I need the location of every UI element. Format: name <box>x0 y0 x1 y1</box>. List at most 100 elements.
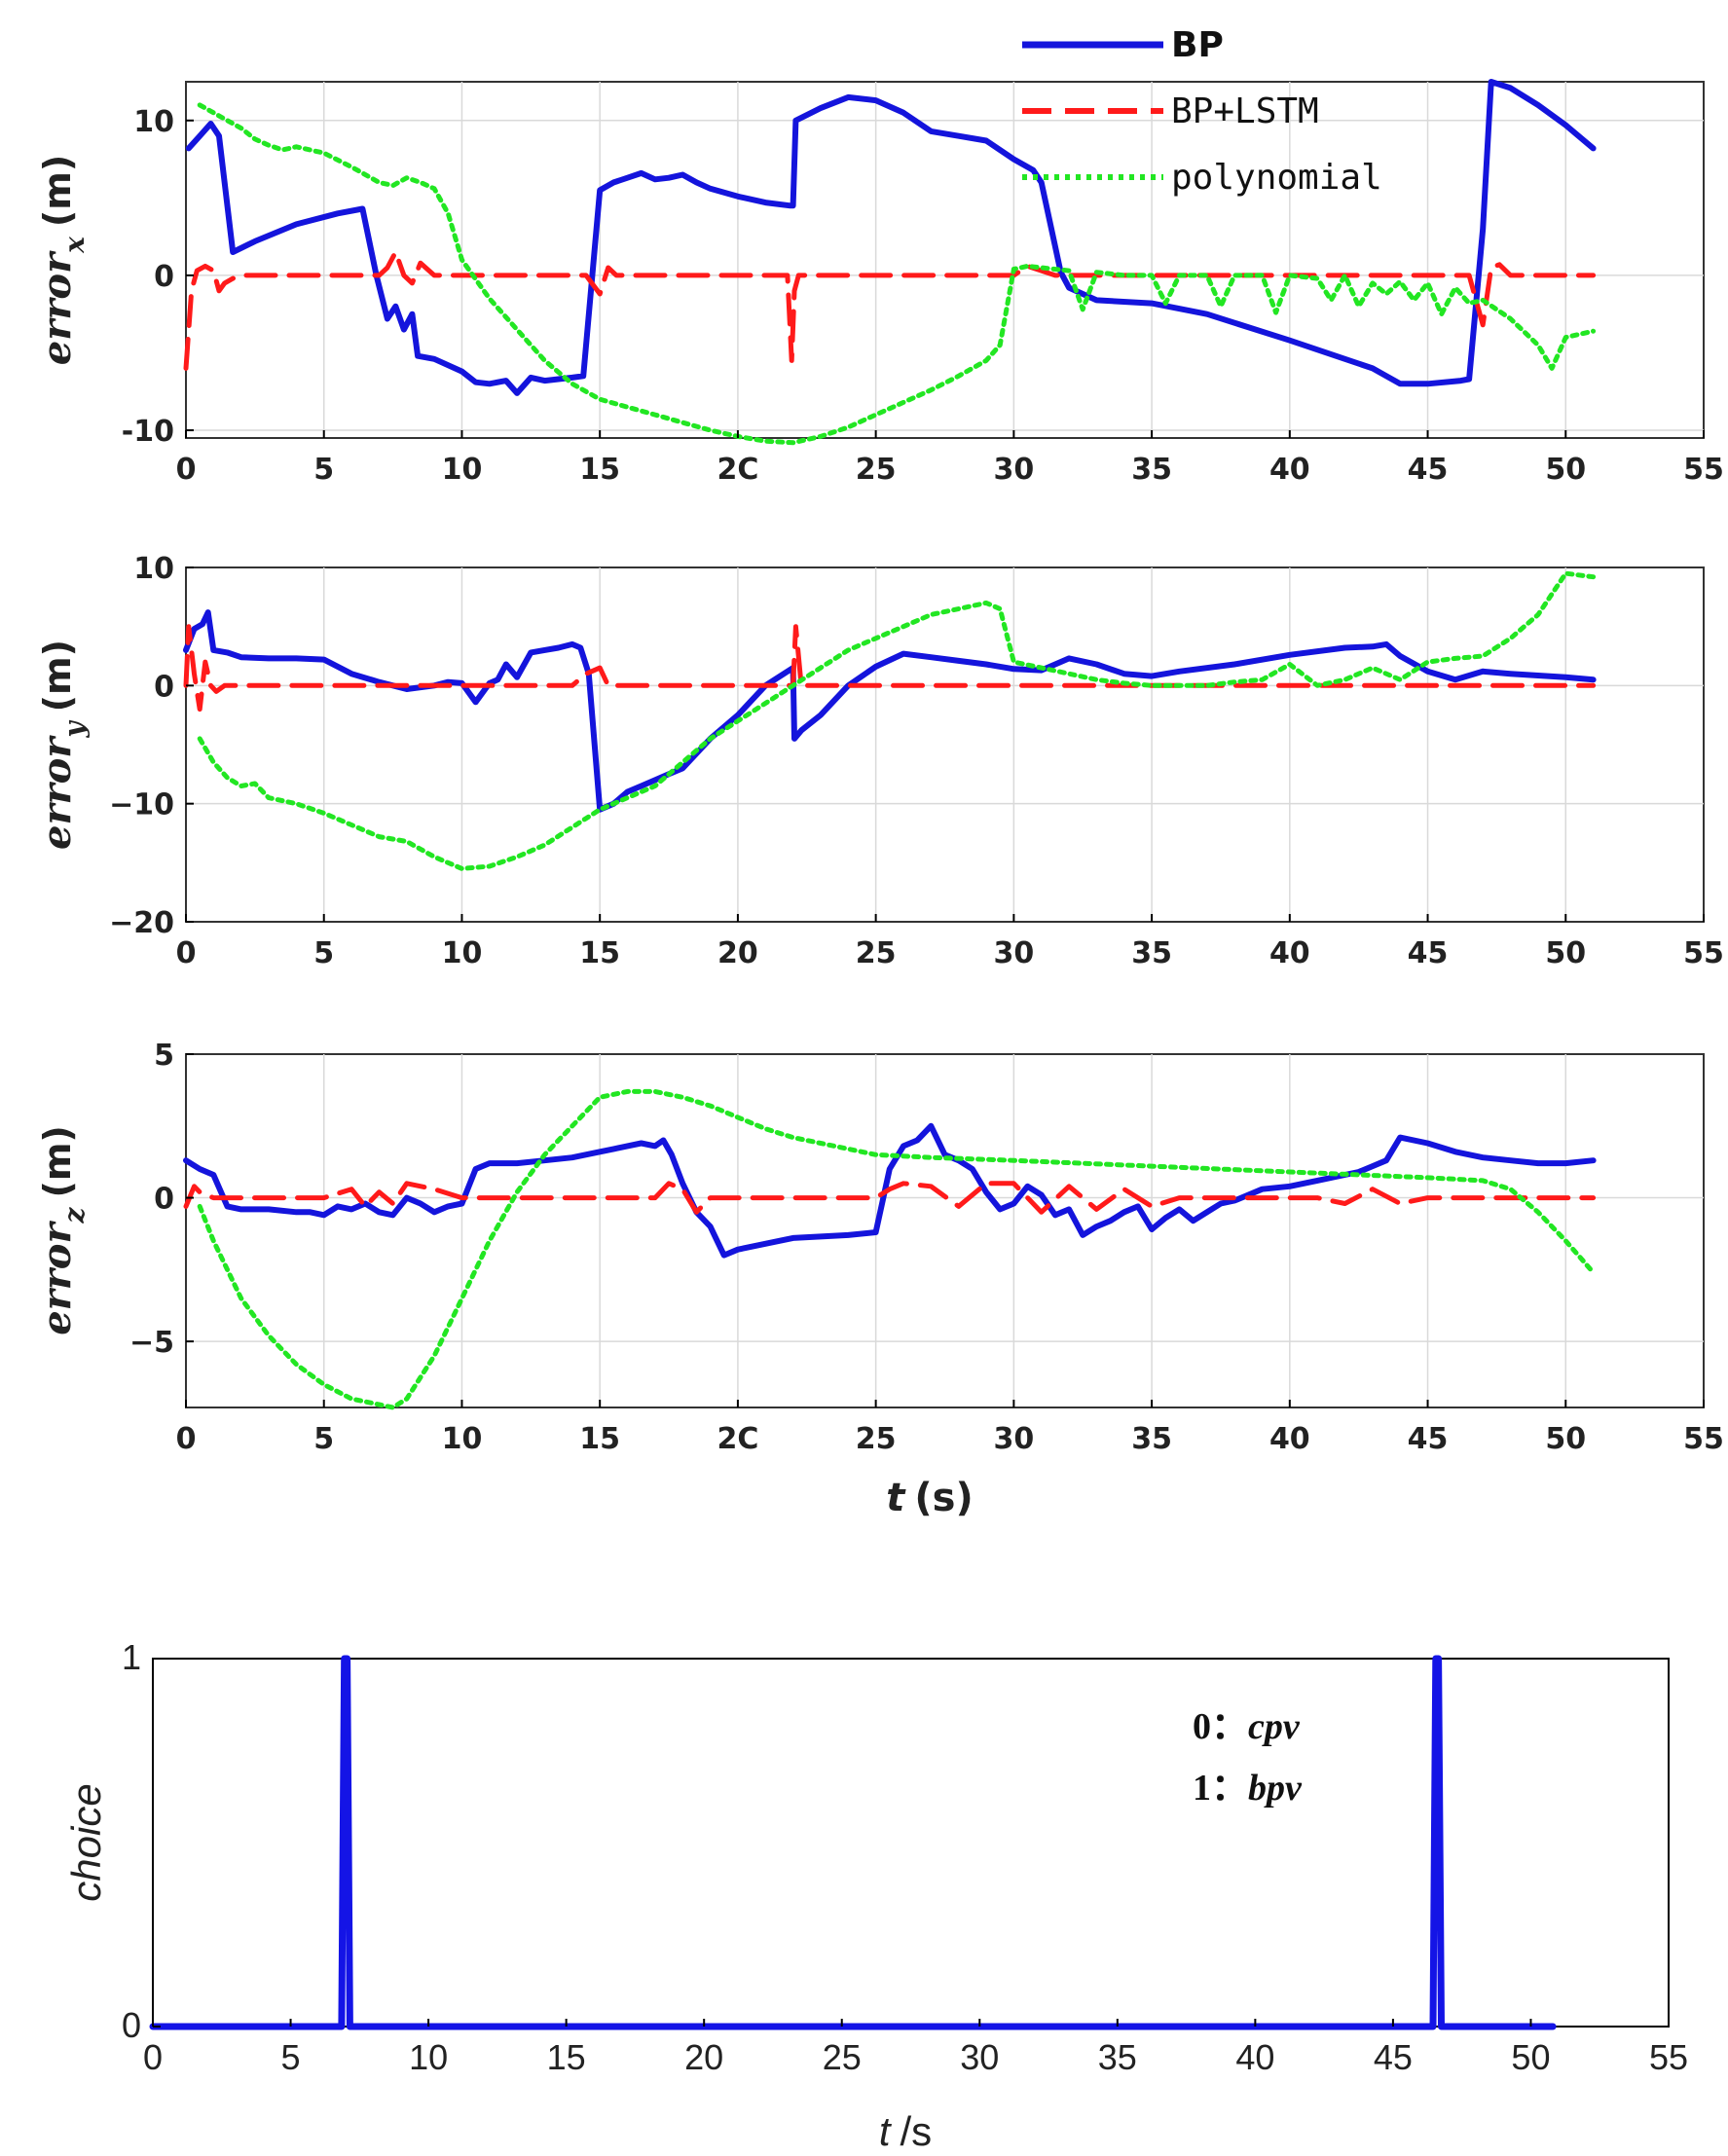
x-tick-label-8: 40 <box>1269 1422 1310 1456</box>
x-tick-label-2: 10 <box>442 1422 483 1456</box>
ylabel-error-x-sub: x <box>58 237 91 254</box>
x-tick-label-0: 0 <box>176 1422 197 1456</box>
x-tick-label-0: 0 <box>176 936 197 970</box>
xlabel-unit-choice: /s <box>901 2108 933 2154</box>
x-tick-label-7: 35 <box>1131 1422 1172 1456</box>
x-tick-label-2: 10 <box>442 453 483 487</box>
x-tick-label-7: 35 <box>1131 453 1172 487</box>
plot-area-y <box>185 566 1705 923</box>
plot-area-choice <box>152 1658 1670 2028</box>
x-tick-label-8: 40 <box>1269 453 1310 487</box>
grid-x <box>186 82 1704 438</box>
x-tick-label-1: 5 <box>281 2037 301 2077</box>
x-tick-label-7: 35 <box>1098 2037 1137 2077</box>
x-tick-label-10: 50 <box>1545 1422 1586 1456</box>
series-line-polynomial-2 <box>197 1088 1597 1410</box>
choice-panel: 0 5 10 15 20 25 30 35 40 45 50 55 0 1 choice t/s 0：cp… <box>63 1637 1688 2154</box>
x-tick-label-2: 10 <box>442 936 483 970</box>
ylabel-error-z-main: error <box>34 1221 80 1335</box>
ylabel-error-z: errorz (m) <box>34 1125 91 1335</box>
legend-label-bp-lstm: BP+LSTM <box>1171 91 1319 131</box>
x-tick-label-3: 15 <box>579 936 620 970</box>
series-lines-z <box>183 1088 1597 1410</box>
ylabel-error-x-unit: (m) <box>36 155 79 227</box>
series-lines-y <box>183 570 1597 871</box>
x-tick-label-10: 50 <box>1545 453 1586 487</box>
x-tick-label-8: 40 <box>1235 2037 1274 2077</box>
ticks-y: 0 5 10 15 20 25 30 35 40 45 50 55 −20 −10 0 10 <box>109 552 1724 970</box>
x-tick-label-5: 25 <box>823 2037 862 2077</box>
legend: BP BP+LSTM polynomial <box>1022 25 1382 198</box>
y-tick-label-3: 10 <box>133 552 174 586</box>
x-tick-label-1: 5 <box>313 453 334 487</box>
annotation-0-key: 0： <box>1193 1706 1248 1747</box>
ylabel-error-y-unit: (m) <box>36 639 79 712</box>
x-tick-label-11: 55 <box>1683 936 1724 970</box>
x-tick-label-6: 30 <box>993 936 1034 970</box>
y-tick-label-2: 5 <box>154 1039 174 1073</box>
xlabel-t-s: t (s) <box>886 1476 974 1520</box>
y-tick-label-0: −5 <box>129 1326 174 1360</box>
x-tick-label-4: 2С <box>717 453 758 487</box>
x-tick-label-6: 30 <box>993 1422 1034 1456</box>
x-tick-label-3: 15 <box>579 453 620 487</box>
error-z-panel: 0 5 10 15 2С 25 30 35 40 45 50 55 −5 0 5 errorz (m) t (s… <box>34 1039 1724 1520</box>
x-tick-label-9: 45 <box>1408 453 1449 487</box>
x-tick-label-1: 5 <box>313 1422 334 1456</box>
y-tick-label-2: 0 <box>154 670 174 704</box>
ylabel-error-z-unit: (m) <box>36 1125 79 1197</box>
x-tick-label-9: 45 <box>1374 2037 1413 2077</box>
x-tick-label-5: 25 <box>856 1422 897 1456</box>
xlabel-t: t <box>886 1476 906 1520</box>
x-tick-label-0: 0 <box>176 453 197 487</box>
ylabel-error-z-sub: z <box>58 1206 91 1224</box>
x-tick-label-6: 30 <box>960 2037 999 2077</box>
ylabel-error-y-sub: y <box>58 720 91 739</box>
plot-area-z <box>185 1053 1705 1408</box>
ylabel-error-x-main: error <box>34 250 80 365</box>
error-y-panel: 0 5 10 15 20 25 30 35 40 45 50 55 −20 −10 0 10 errory (m… <box>34 552 1724 970</box>
series-line-polynomial-1 <box>197 570 1597 871</box>
series-lines-x <box>183 79 1597 446</box>
x-tick-label-10: 50 <box>1545 936 1586 970</box>
series-lines-choice <box>149 1655 1557 2030</box>
x-tick-label-0: 0 <box>143 2037 163 2077</box>
annotation-1-key: 1： <box>1193 1768 1248 1809</box>
series-line-bp-lstm-0 <box>183 249 1597 371</box>
y-tick-label-0: 0 <box>122 2005 141 2045</box>
ylabel-error-y-main: error <box>34 735 80 850</box>
x-tick-label-8: 40 <box>1269 936 1310 970</box>
y-tick-label-0: −20 <box>109 906 174 940</box>
y-tick-label-0: -10 <box>122 415 174 449</box>
series-line-bp-lstm-1 <box>183 624 1597 713</box>
ticks-choice: 0 5 10 15 20 25 30 35 40 45 50 55 0 1 <box>122 1637 1688 2077</box>
x-tick-label-10: 50 <box>1511 2037 1550 2077</box>
annotation-1-value: bpv <box>1248 1768 1303 1809</box>
annotation-0-value: cpv <box>1248 1706 1301 1747</box>
x-tick-label-4: 2С <box>717 1422 758 1456</box>
x-tick-label-7: 35 <box>1131 936 1172 970</box>
plot-area-x <box>185 81 1705 439</box>
x-tick-label-5: 25 <box>856 936 897 970</box>
x-tick-label-3: 15 <box>547 2037 586 2077</box>
x-tick-label-4: 20 <box>717 936 758 970</box>
x-tick-label-9: 45 <box>1408 936 1449 970</box>
y-tick-label-1: 1 <box>122 1637 141 1677</box>
y-tick-label-1: 0 <box>154 260 174 294</box>
annotation-1: 1：bpv <box>1193 1768 1303 1809</box>
x-tick-label-3: 15 <box>579 1422 620 1456</box>
x-tick-label-11: 55 <box>1683 1422 1724 1456</box>
ylabel-choice: choice <box>63 1783 109 1901</box>
xlabel-t-per-s: t/s <box>879 2108 932 2154</box>
xlabel-unit: (s) <box>914 1476 973 1520</box>
y-tick-label-2: 10 <box>133 105 174 139</box>
series-line-bp-lstm-2 <box>183 1181 1597 1215</box>
series-line-bp-0 <box>185 79 1597 396</box>
x-tick-label-6: 30 <box>993 453 1034 487</box>
x-tick-label-4: 20 <box>684 2037 723 2077</box>
legend-label-bp: BP <box>1171 25 1224 65</box>
x-tick-label-9: 45 <box>1408 1422 1449 1456</box>
